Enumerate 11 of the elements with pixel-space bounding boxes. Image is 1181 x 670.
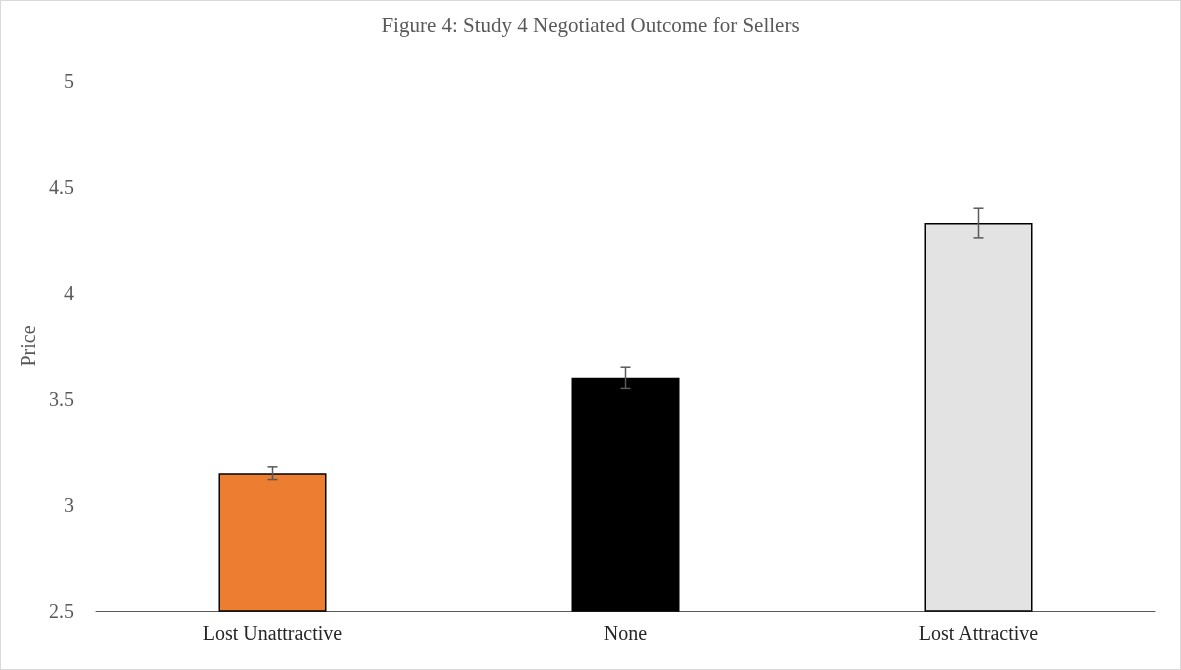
y-axis-title: Price [17,325,40,367]
x-tick-label: Lost Attractive [918,622,1039,644]
chart-title: Figure 4: Study 4 Negotiated Outcome for Sellers [381,12,800,37]
x-tick-label: None [603,622,648,644]
y-tick-label: 4 [64,282,74,304]
y-tick-label: 3 [64,494,74,516]
y-tick-label: 4.5 [49,176,74,198]
y-tick-label: 2.5 [49,600,74,622]
x-tick-label: Lost Unattractive [202,622,343,644]
y-tick-label: 5 [64,70,74,92]
y-tick-label: 3.5 [49,388,74,410]
